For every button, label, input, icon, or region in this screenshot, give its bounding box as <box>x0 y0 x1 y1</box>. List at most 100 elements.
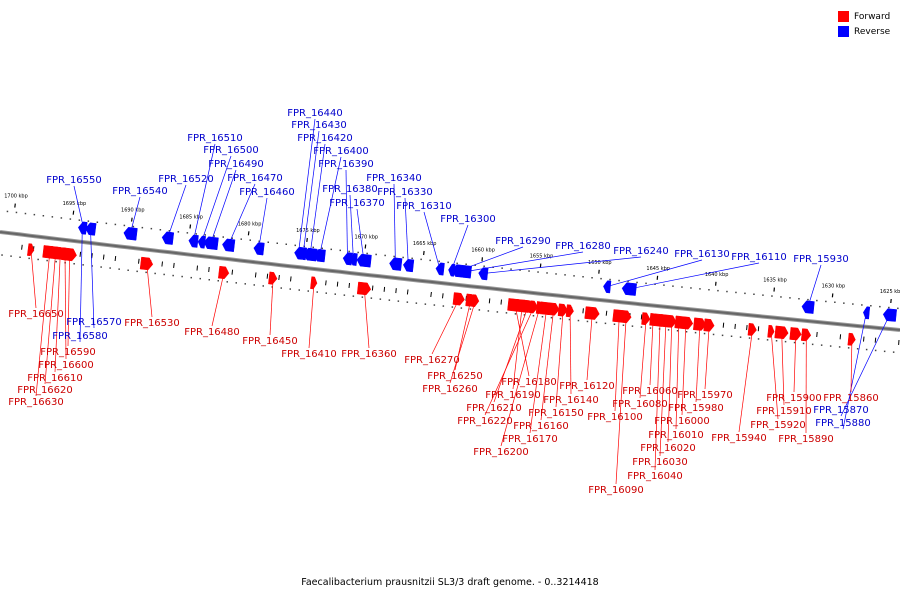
legend-forward: Forward <box>838 9 890 24</box>
leader-line <box>659 320 667 457</box>
gene-label: FPR_16040 <box>627 471 683 482</box>
gene-arrow <box>478 267 489 281</box>
gene-label: FPR_16470 <box>227 173 283 184</box>
guide-dot <box>726 290 728 293</box>
guide-dot <box>775 340 778 342</box>
gene-label: FPR_16330 <box>377 187 433 198</box>
minor-tick <box>173 262 175 268</box>
gene-arrow <box>547 302 560 316</box>
legend-reverse-label: Reverse <box>854 26 891 37</box>
guide-dot <box>352 295 355 297</box>
guide-dot <box>537 271 539 273</box>
leader-line <box>667 321 673 443</box>
leader-line <box>167 184 187 239</box>
gene-arrow <box>188 234 199 248</box>
gene-label: FPR_16570 <box>66 317 122 328</box>
guide-dot <box>343 294 346 296</box>
minor-tick <box>500 299 502 305</box>
gene-label: FPR_15940 <box>711 433 767 444</box>
gene-arrow <box>222 238 236 252</box>
leader-line <box>67 254 70 347</box>
gene-arrow <box>565 304 574 318</box>
guide-dot <box>753 293 755 295</box>
guide-dot <box>757 338 760 340</box>
leader-line <box>586 313 593 381</box>
guide-dot <box>802 342 805 345</box>
guide-dot <box>46 259 48 262</box>
minor-tick <box>746 325 748 331</box>
guide-dot <box>388 299 391 301</box>
guide-dot <box>415 302 418 304</box>
gene-label: FPR_16340 <box>366 173 422 184</box>
leader-line <box>793 333 797 393</box>
guide-dot <box>316 291 318 293</box>
guide-dot <box>199 277 201 280</box>
guide-dot <box>676 330 679 332</box>
guide-dot <box>127 269 129 271</box>
guide-dot <box>42 215 45 217</box>
guide-dot <box>370 297 373 299</box>
minor-tick <box>102 254 105 260</box>
gene-label: FPR_16420 <box>297 133 353 144</box>
leader-line <box>146 263 153 318</box>
guide-dot <box>573 275 575 277</box>
guide-dot <box>438 260 440 263</box>
tick-label: 1645 kbp <box>646 266 670 272</box>
guide-dot <box>145 271 147 274</box>
major-tick <box>72 210 75 215</box>
gene-arrow <box>603 280 612 294</box>
tick-label: 1685 kbp <box>179 215 203 221</box>
guide-dot <box>789 297 791 299</box>
gene-arrow <box>693 317 707 331</box>
gene-arrow <box>313 249 326 263</box>
guide-dot <box>514 313 517 315</box>
leader-line <box>842 312 867 430</box>
guide-dot <box>325 292 327 294</box>
guide-dot <box>667 329 670 331</box>
guide-dot <box>739 336 742 338</box>
gene-arrow <box>85 222 97 236</box>
gene-label: FPR_16410 <box>281 349 337 360</box>
gene-arrow <box>27 243 35 257</box>
guide-dot <box>528 270 530 272</box>
guide-dot <box>609 278 611 281</box>
guide-dot <box>820 344 823 346</box>
leader-line <box>431 298 460 355</box>
tick-label: 1700 kbp <box>4 194 28 200</box>
guide-dot <box>285 243 287 245</box>
minor-tick <box>208 266 210 273</box>
minor-tick <box>582 308 584 314</box>
minor-tick <box>371 285 374 291</box>
tick-label: 1665 kbp <box>413 241 437 247</box>
legend: Forward Reverse <box>838 9 890 39</box>
gene-arrow <box>356 253 372 268</box>
tick-label: 1625 kbp <box>880 289 900 295</box>
gene-arrow <box>349 253 358 266</box>
guide-dot <box>501 267 503 269</box>
gene-arrow <box>253 242 265 256</box>
guide-dot <box>141 226 144 229</box>
guide-dot <box>78 219 81 221</box>
leader-line <box>44 252 56 385</box>
guide-dot <box>10 255 12 257</box>
guide-dot <box>843 302 845 304</box>
minor-tick <box>442 293 444 299</box>
gene-label: FPR_16130 <box>674 249 730 260</box>
guide-dot <box>717 289 719 292</box>
leader-line <box>319 156 342 256</box>
gene-label: FPR_16220 <box>457 416 513 427</box>
guide-dot <box>487 310 490 312</box>
guide-dot <box>465 263 467 265</box>
guide-dot <box>897 307 899 310</box>
guide-dot <box>703 332 706 335</box>
guide-dot <box>532 315 535 317</box>
leader-line <box>451 224 469 271</box>
leader-line <box>298 118 316 254</box>
gene-arrow <box>882 308 897 322</box>
gene-label: FPR_16620 <box>17 385 73 396</box>
gene-arrow <box>557 303 568 317</box>
minor-tick <box>430 291 432 298</box>
leader-line <box>269 278 274 336</box>
guide-dot <box>474 264 476 266</box>
